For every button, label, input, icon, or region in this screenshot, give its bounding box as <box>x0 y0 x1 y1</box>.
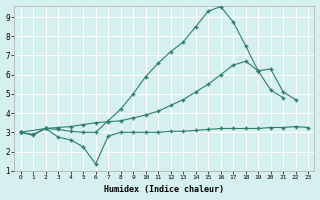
X-axis label: Humidex (Indice chaleur): Humidex (Indice chaleur) <box>104 185 224 194</box>
